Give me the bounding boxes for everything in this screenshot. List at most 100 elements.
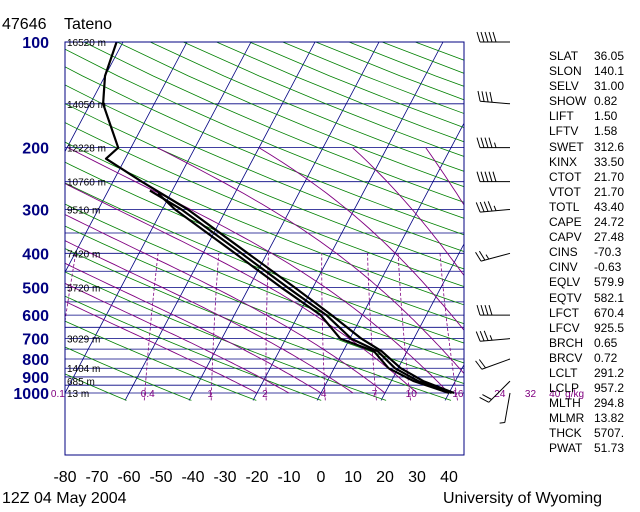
wind-barb-flag [475,251,482,262]
dry-adiabat-line [65,295,322,401]
index-value: 43.40 [594,199,625,214]
height-label: 14050 m [67,100,106,111]
wind-barb-flag [488,304,493,316]
mixing-ratio-label: 32 [525,389,537,400]
moist-adiabat-line [258,147,464,331]
wind-barb-flag [480,304,485,316]
index-value: 31.00 [594,79,625,94]
index-row: CINS -70.3 [549,245,634,260]
index-name: CINS [549,245,578,260]
index-name: SLON [549,64,582,79]
index-value: 0.72 [594,350,618,365]
station-id: 47646 [2,16,47,33]
wind-barb-staff [480,252,511,262]
temperature-tick-label: -40 [181,469,204,486]
moist-adiabat-line [65,183,418,394]
height-label: 9510 m [67,205,100,216]
wind-barb-flag [484,171,489,182]
wind-barb-staff [480,100,511,105]
index-row: LFCT 670.4 [549,306,634,321]
moist-adiabat-line [65,300,258,394]
moist-adiabat-line [65,282,290,394]
isotherm-line [380,243,464,401]
wind-barb-flag [492,31,497,43]
moist-adiabat-line [352,147,464,277]
dry-adiabat-line [65,271,387,401]
index-name: CINV [549,260,578,275]
index-name: MLMR [549,411,585,426]
mixing-ratio-label: 10 [406,389,418,400]
pressure-tick-label: 800 [22,352,49,369]
sounding-line [149,189,452,395]
wind-barb-flag [476,304,481,316]
wind-barb-flag [485,254,490,260]
wind-barb-flag [482,394,492,400]
index-row: PWAT 51.73 [549,441,634,456]
index-row: MLTH 294.8 [549,396,634,411]
isotherm-line [65,42,188,274]
pressure-tick-label: 600 [22,308,49,325]
wind-barb [475,201,511,213]
height-label: 5720 m [67,283,100,294]
wind-barb [475,358,511,370]
index-name: LCLT [549,365,578,380]
wind-barb-flag [484,31,489,43]
dry-adiabat-line [65,48,464,219]
dry-adiabat-line [65,103,464,270]
height-label: 7420 m [67,249,100,260]
index-value: 291.2 [594,365,625,380]
dry-adiabat-line [65,320,257,401]
index-name: PWAT [549,441,583,456]
wind-barb-flag [483,201,489,212]
index-name: BRCV [549,350,583,365]
mixing-ratio-line [439,253,458,401]
height-label: 13 m [67,389,89,400]
wind-barb-flag [475,202,481,213]
index-name: TOTL [549,199,580,214]
mixing-ratio-label: 1 [207,389,213,400]
wind-barb-flag [476,171,481,182]
wind-barb-flag [480,31,485,43]
height-label: 10760 m [67,178,106,189]
index-row: CTOT 21.70 [549,170,634,185]
index-name: SWET [549,139,584,154]
index-value: 13.82 [594,411,625,426]
temperature-tick-label: 20 [376,469,394,486]
isotherm-line [65,42,252,394]
station-name: Tateno [64,16,113,33]
wind-barb [475,250,511,262]
mixing-ratio-label: 2 [262,389,268,400]
dry-adiabat-line [65,161,464,325]
wind-barb-flag [493,205,497,211]
wind-barb [476,31,510,43]
index-value: 294.8 [594,396,625,411]
pressure-tick-label: 700 [22,332,49,349]
dry-adiabat-line [65,225,464,384]
wind-barb-flag [499,422,505,424]
wind-barb-staff [480,338,511,342]
height-label: 3029 m [67,335,100,346]
index-name: SLAT [549,49,579,63]
index-row: LIFT 1.50 [549,109,634,124]
index-row: CAPE 24.72 [549,215,634,230]
sounding-profiles [101,42,455,395]
pressure-tick-label: 1000 [13,386,49,403]
index-name: LFCT [549,305,579,320]
wind-barb-flag [492,171,497,182]
moist-adiabat-line [157,147,464,375]
wind-barb-flag [488,137,493,148]
wind-barb-flag [485,91,489,102]
wind-barb [477,90,511,105]
index-row: LFTV 1.58 [549,124,634,139]
temperature-tick-label: -80 [53,469,76,486]
mixing-ratio-line [367,253,377,401]
height-labels: 16520 m 14050 m 12228 m 10760 m 9510 m 7420 m… [67,38,106,400]
pressure-tick-label: 300 [22,202,49,219]
index-name: CAPV [549,230,582,245]
index-name: SHOW [549,94,587,109]
plot-frame [64,41,465,456]
mixing-ratio-lines [65,253,458,401]
height-label: 16520 m [67,38,106,49]
temperature-tick-label: -60 [117,469,140,486]
index-row: LCLP 957.2 [549,381,634,396]
